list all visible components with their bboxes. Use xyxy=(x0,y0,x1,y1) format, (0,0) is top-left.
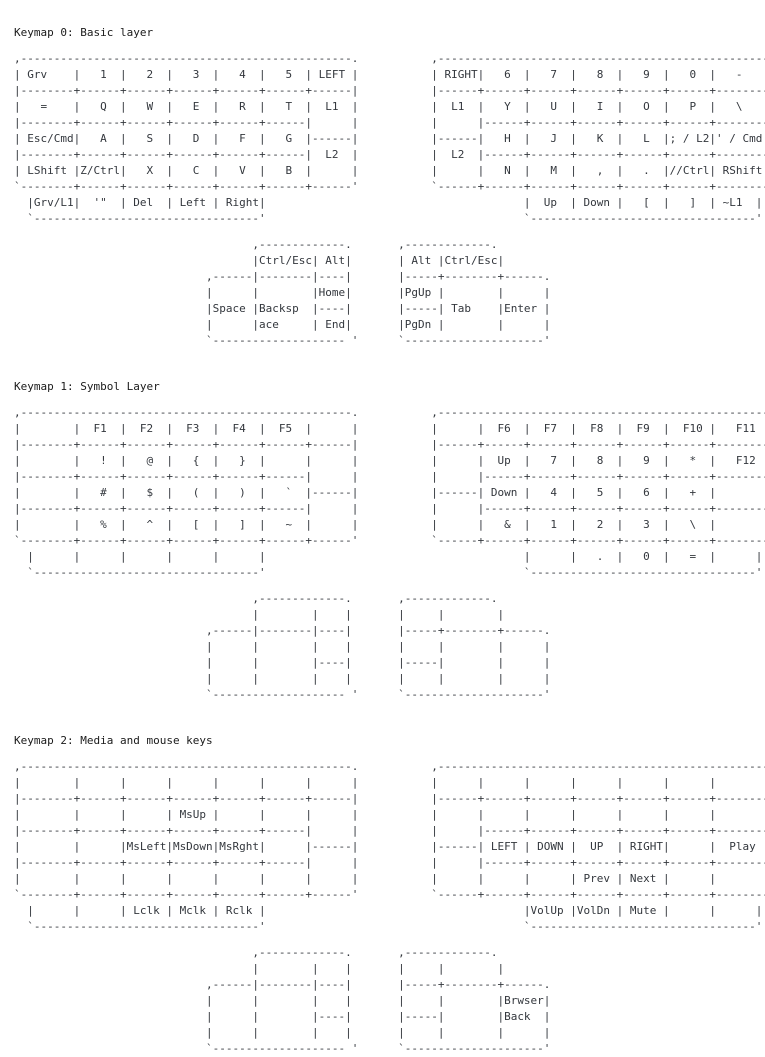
keymap-2-thumb-art: ,-------------. ,-------------. | | | | … xyxy=(206,946,551,1055)
spacer xyxy=(14,227,765,237)
keymap-1-thumb-art: ,-------------. ,-------------. | | | | … xyxy=(206,592,551,701)
keymap-0-thumb-art: ,-------------. ,-------------. |Ctrl/Es… xyxy=(206,238,551,347)
spacer xyxy=(14,935,765,945)
keymap-0-main-art: ,---------------------------------------… xyxy=(14,52,765,225)
keymap-0-title: Keymap 0: Basic layer xyxy=(14,26,154,39)
keymap-1-main-art: ,---------------------------------------… xyxy=(14,406,765,579)
keymap-section-1: Keymap 1: Symbol Layer ,----------------… xyxy=(14,379,765,703)
keymap-section-0: Keymap 0: Basic layer ,-----------------… xyxy=(14,25,765,349)
spacer xyxy=(14,581,765,591)
keymap-2-main-art: ,---------------------------------------… xyxy=(14,760,765,933)
keymap-1-title: Keymap 1: Symbol Layer xyxy=(14,380,160,393)
keymap-2-title: Keymap 2: Media and mouse keys xyxy=(14,734,213,747)
keymap-section-2: Keymap 2: Media and mouse keys ,--------… xyxy=(14,733,765,1057)
section-spacer-1 xyxy=(14,349,765,379)
section-spacer-2 xyxy=(14,703,765,733)
